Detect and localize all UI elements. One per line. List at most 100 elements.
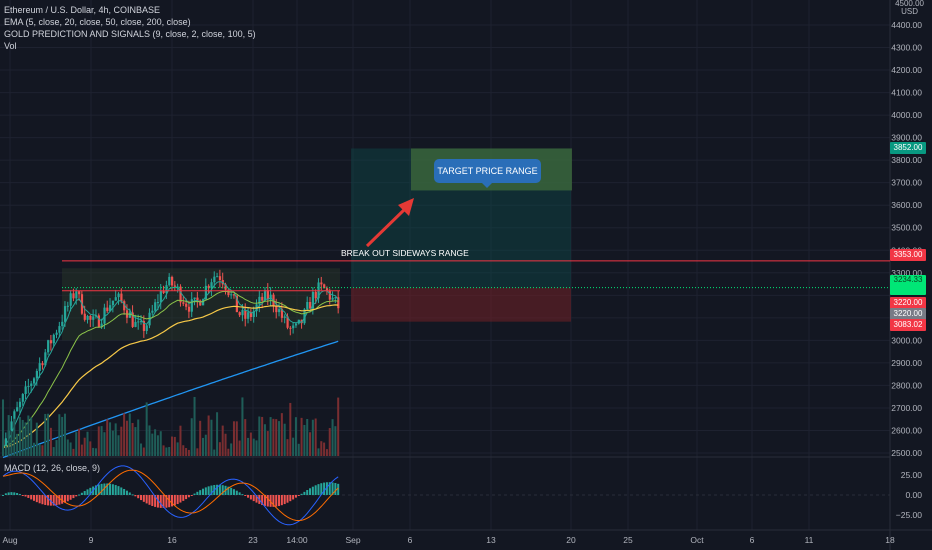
- candle-body[interactable]: [261, 296, 264, 301]
- candle-body[interactable]: [190, 299, 193, 312]
- candle-body[interactable]: [213, 276, 216, 283]
- candle-body[interactable]: [162, 290, 165, 293]
- candle-body[interactable]: [128, 312, 131, 318]
- candle-body[interactable]: [334, 297, 337, 299]
- candle-body[interactable]: [289, 327, 292, 329]
- price-tag[interactable]: 3083.02: [890, 319, 926, 331]
- candle-body[interactable]: [100, 323, 103, 328]
- candle-body[interactable]: [263, 290, 267, 301]
- price-tag[interactable]: 3353.00: [890, 249, 926, 261]
- candle-body[interactable]: [83, 313, 86, 320]
- volume-indicator-label[interactable]: Vol: [4, 41, 17, 51]
- candle-body[interactable]: [55, 332, 58, 335]
- candle-body[interactable]: [103, 307, 106, 324]
- candle-body[interactable]: [16, 407, 19, 412]
- symbol-title[interactable]: Ethereum / U.S. Dollar, 4h, COINBASE: [4, 5, 161, 15]
- candle-body[interactable]: [309, 301, 312, 309]
- candle-body[interactable]: [44, 352, 47, 366]
- candle-body[interactable]: [241, 310, 244, 316]
- candle-body[interactable]: [328, 290, 331, 300]
- candle-body[interactable]: [86, 315, 89, 320]
- candle-body[interactable]: [154, 302, 157, 311]
- candle-body[interactable]: [78, 291, 81, 295]
- breakout-arrow[interactable]: [365, 206, 408, 248]
- candle-body[interactable]: [131, 312, 134, 327]
- candle-body[interactable]: [196, 297, 199, 301]
- candle-body[interactable]: [61, 321, 64, 327]
- candle-body[interactable]: [165, 285, 168, 293]
- candle-body[interactable]: [38, 363, 41, 371]
- candle-body[interactable]: [134, 321, 137, 327]
- candle-body[interactable]: [140, 321, 143, 323]
- candle-body[interactable]: [151, 310, 154, 313]
- candle-body[interactable]: [323, 284, 326, 289]
- candle-body[interactable]: [35, 370, 39, 379]
- candle-body[interactable]: [185, 303, 188, 307]
- candle-body[interactable]: [204, 285, 208, 300]
- candle-body[interactable]: [201, 299, 205, 306]
- candle-body[interactable]: [72, 293, 75, 299]
- candle-body[interactable]: [320, 282, 323, 285]
- candle-body[interactable]: [58, 326, 61, 333]
- candle-body[interactable]: [168, 276, 171, 286]
- price-tag[interactable]: 3852.00: [890, 142, 926, 154]
- candle-body[interactable]: [111, 300, 115, 306]
- candle-body[interactable]: [106, 307, 109, 312]
- candle-body[interactable]: [63, 306, 67, 322]
- price-tag[interactable]: 3234.33: [890, 275, 926, 295]
- candle-body[interactable]: [199, 300, 202, 306]
- candle-body[interactable]: [148, 312, 151, 326]
- macd-indicator-label[interactable]: MACD (12, 26, close, 9): [4, 463, 101, 473]
- candle-body[interactable]: [47, 340, 50, 353]
- candle-body[interactable]: [266, 290, 269, 300]
- candle-body[interactable]: [123, 301, 126, 311]
- candle-body[interactable]: [156, 302, 160, 304]
- candle-body[interactable]: [269, 294, 272, 300]
- candle-body[interactable]: [187, 306, 191, 312]
- candle-body[interactable]: [49, 340, 53, 344]
- candle-body[interactable]: [41, 363, 44, 366]
- candle-body[interactable]: [303, 309, 306, 324]
- candle-body[interactable]: [97, 315, 100, 328]
- gold-indicator-label[interactable]: GOLD PREDICTION AND SIGNALS (9, close, 2…: [4, 29, 256, 39]
- candle-body[interactable]: [18, 401, 22, 408]
- candle-body[interactable]: [258, 296, 261, 305]
- candle-body[interactable]: [52, 334, 55, 344]
- candle-body[interactable]: [238, 312, 241, 316]
- breakout-label[interactable]: BREAK OUT SIDEWAYS RANGE: [341, 248, 469, 258]
- candle-body[interactable]: [109, 305, 112, 312]
- candle-body[interactable]: [117, 293, 120, 298]
- candle-body[interactable]: [294, 323, 298, 326]
- candle-body[interactable]: [193, 297, 196, 300]
- candle-body[interactable]: [10, 421, 13, 431]
- candle-body[interactable]: [69, 293, 72, 306]
- candle-body[interactable]: [275, 306, 278, 313]
- candle-body[interactable]: [30, 383, 33, 387]
- candle-body[interactable]: [13, 411, 16, 422]
- candle-body[interactable]: [311, 291, 315, 309]
- candle-body[interactable]: [227, 289, 230, 296]
- candle-body[interactable]: [21, 394, 24, 402]
- candle-body[interactable]: [325, 288, 329, 291]
- candle-body[interactable]: [252, 311, 255, 317]
- candle-body[interactable]: [159, 290, 162, 303]
- price-tag[interactable]: 3220.00: [890, 308, 926, 320]
- candle-body[interactable]: [173, 285, 177, 287]
- candle-body[interactable]: [280, 309, 284, 318]
- candle-body[interactable]: [230, 294, 233, 296]
- candle-body[interactable]: [247, 312, 250, 319]
- candle-body[interactable]: [292, 325, 295, 329]
- candle-body[interactable]: [179, 286, 182, 303]
- candle-body[interactable]: [216, 276, 219, 278]
- candle-body[interactable]: [24, 386, 27, 395]
- candle-body[interactable]: [278, 309, 281, 313]
- candle-body[interactable]: [249, 312, 253, 317]
- candle-body[interactable]: [137, 321, 140, 323]
- price-tag[interactable]: 3220.00: [890, 297, 926, 309]
- candle-body[interactable]: [145, 325, 148, 331]
- candle-body[interactable]: [27, 386, 30, 388]
- candle-body[interactable]: [142, 321, 146, 331]
- candle-body[interactable]: [4, 438, 8, 448]
- candle-body[interactable]: [337, 297, 340, 309]
